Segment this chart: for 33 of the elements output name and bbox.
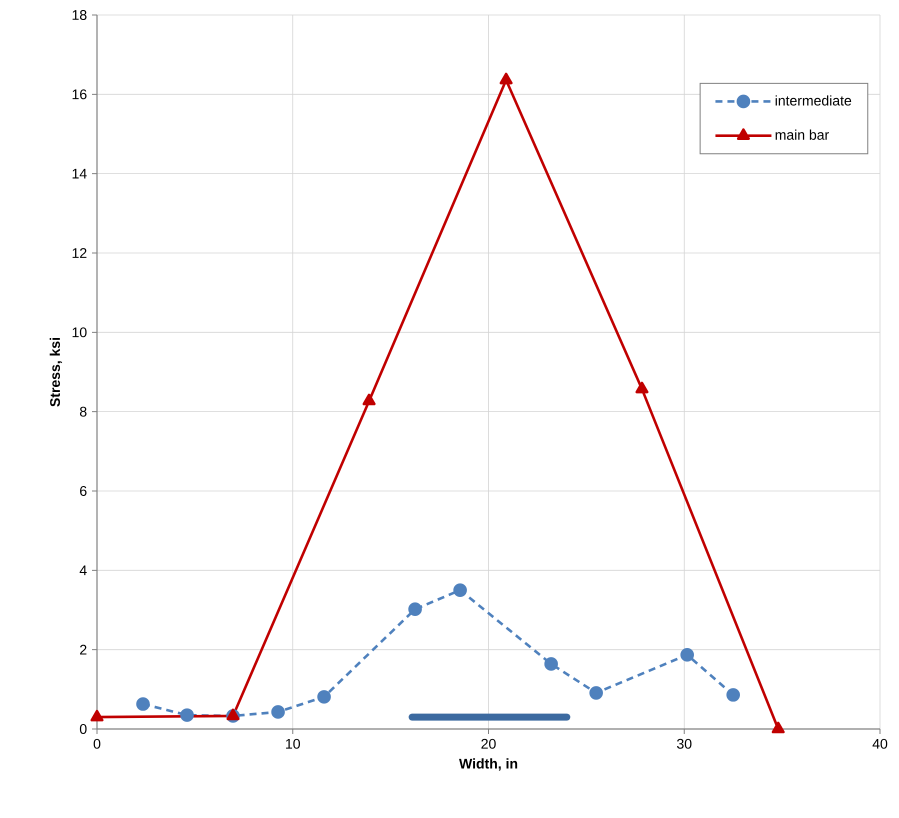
y-tick-label: 2: [80, 644, 86, 655]
x-tick-label: 10: [286, 738, 300, 749]
point: [317, 690, 331, 704]
point: [453, 583, 467, 597]
point: [136, 697, 150, 711]
legend-label: main bar: [776, 130, 829, 140]
x-axis-title: Width, in: [459, 758, 518, 771]
y-tick-label: 12: [72, 248, 86, 258]
legend-label: intermediate: [776, 95, 852, 106]
x-tick-label: 20: [481, 738, 496, 749]
point: [362, 394, 376, 406]
y-tick-label: 4: [80, 566, 87, 576]
y-axis-title: Stress, ksi: [50, 338, 62, 407]
y-tick-label: 16: [72, 89, 87, 100]
point: [726, 688, 740, 702]
y-tick-label: 14: [72, 168, 87, 178]
x-tick-label: 30: [677, 738, 692, 749]
y-tick-label: 18: [72, 10, 87, 20]
point: [271, 705, 285, 719]
point: [500, 72, 513, 84]
x-tick-label: 40: [872, 738, 888, 749]
y-tick-label: 6: [80, 486, 87, 496]
point: [180, 708, 194, 722]
point: [635, 382, 648, 394]
point: [680, 648, 694, 662]
y-tick-label: 10: [72, 327, 87, 338]
point: [544, 657, 558, 671]
point: [226, 708, 240, 720]
point: [589, 686, 603, 700]
y-tick-label: 8: [80, 406, 87, 417]
point: [408, 602, 422, 616]
y-tick-label: 0: [80, 724, 87, 734]
x-tick-label: 0: [94, 738, 100, 749]
